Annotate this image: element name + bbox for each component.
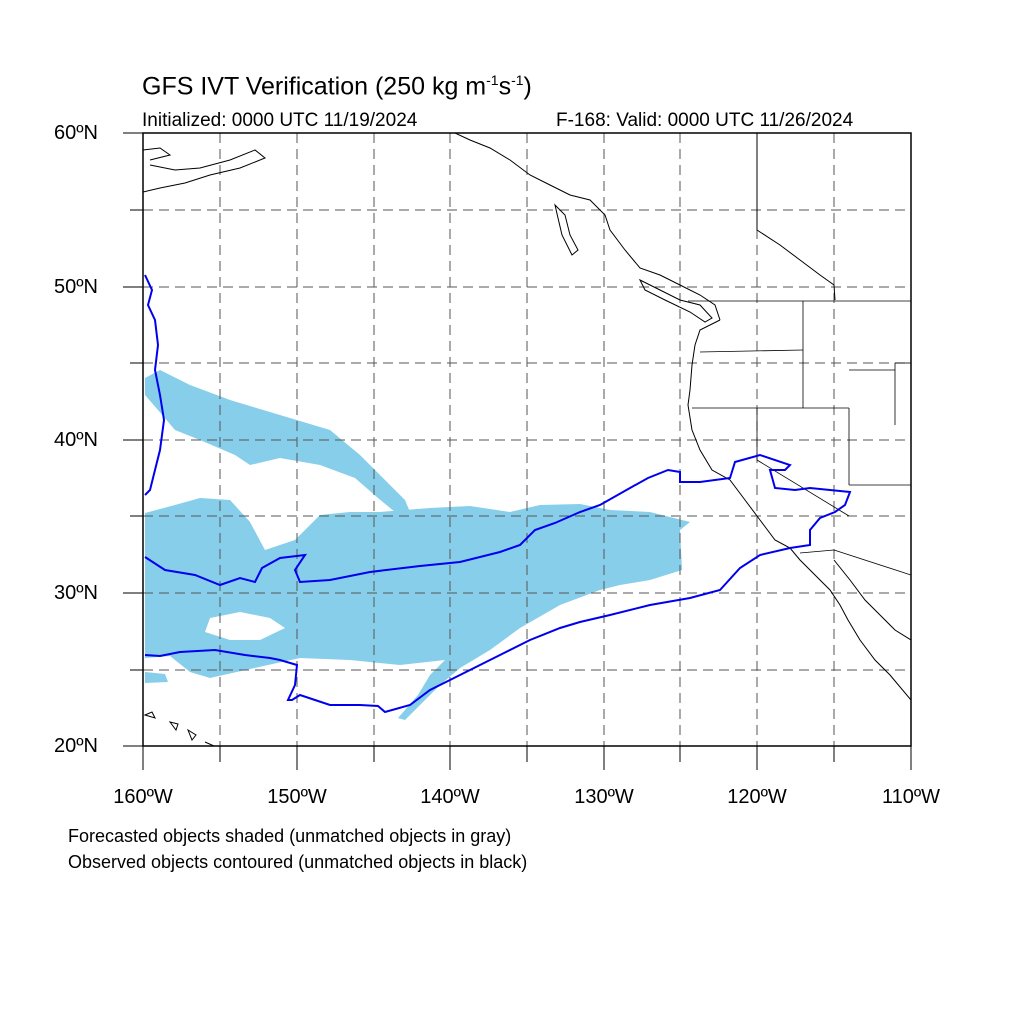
forecast-object-north xyxy=(145,370,410,512)
page-title: GFS IVT Verification (250 kg m-1s-1) xyxy=(142,72,532,101)
forecast-hole xyxy=(205,612,285,640)
legend-observed-note: Observed objects contoured (unmatched ob… xyxy=(68,852,528,872)
forecast-object-small xyxy=(145,672,168,683)
lon-label-110w: 110ºW xyxy=(881,786,941,808)
observed-object-west xyxy=(144,274,166,496)
initialized-time: Initialized: 0000 UTC 11/19/2024 xyxy=(142,110,418,131)
axis-ticks xyxy=(123,132,912,770)
alaska-panhandle xyxy=(756,133,836,301)
baja-gulf-coast xyxy=(833,559,911,641)
haida-gwaii xyxy=(554,203,579,256)
us-west-coast xyxy=(687,319,911,701)
hawaii-islands xyxy=(143,711,215,746)
lon-label-120w: 120ºW xyxy=(727,786,787,808)
valid-time: F-168: Valid: 0000 UTC 11/26/2024 xyxy=(556,110,854,131)
lon-label-140w: 140ºW xyxy=(420,786,480,808)
forecast-objects xyxy=(145,370,690,720)
alaska-coast xyxy=(143,147,266,193)
lat-label-40: 40ºN xyxy=(54,429,98,451)
lon-label-160w: 160ºW xyxy=(113,786,173,808)
forecast-object-main xyxy=(145,498,690,720)
observed-object-main-north xyxy=(144,453,852,714)
lon-label-150w: 150ºW xyxy=(267,786,327,808)
lat-label-30: 30ºN xyxy=(54,582,98,604)
lon-label-130w: 130ºW xyxy=(574,786,634,808)
lat-label-50: 50ºN xyxy=(54,276,98,298)
observed-objects xyxy=(144,274,852,714)
bc-coast xyxy=(454,133,721,321)
lat-label-20: 20ºN xyxy=(54,735,98,757)
lat-label-60: 60ºN xyxy=(54,122,98,144)
coastlines xyxy=(143,133,911,746)
vancouver-island xyxy=(638,278,713,323)
political-borders xyxy=(688,300,911,576)
legend-forecast-note: Forecasted objects shaded (unmatched obj… xyxy=(68,826,512,846)
